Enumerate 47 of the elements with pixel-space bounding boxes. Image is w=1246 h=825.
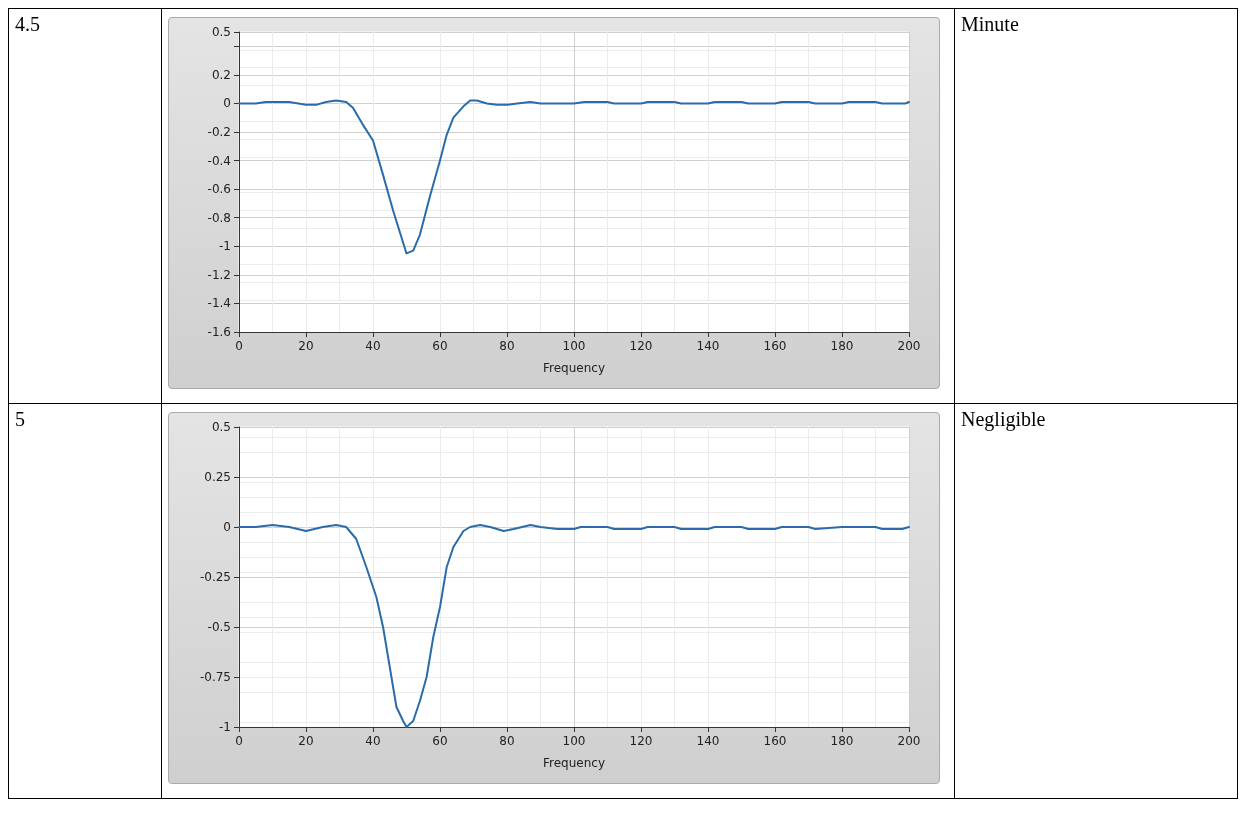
y-tick-label: 0.5: [211, 420, 231, 434]
x-tick-label: 80: [499, 339, 515, 353]
text: 5: [8, 403, 162, 799]
y-tick-label: -1: [219, 239, 231, 254]
y-tick-label: -1: [219, 720, 231, 734]
y-tick-label: 0.5: [211, 25, 231, 39]
y-tick-label: -0.6: [207, 182, 231, 197]
x-tick-label: 140: [696, 339, 720, 353]
y-tick-label: -0.25: [199, 570, 231, 584]
x-tick-label: 100: [562, 339, 586, 353]
x-tick-label: 180: [830, 339, 854, 353]
x-tick-label: 200: [897, 339, 921, 353]
x-tick-label: 40: [365, 339, 381, 353]
y-tick-label: 0.2: [211, 67, 231, 82]
x-tick-label: 40: [365, 734, 381, 748]
y-tick-label: -0.2: [207, 125, 231, 139]
y-tick-label: -0.8: [207, 210, 231, 225]
x-tick-label: 160: [763, 734, 787, 748]
y-tick-label: -1.4: [207, 296, 231, 311]
x-tick-label: 60: [432, 339, 448, 353]
x-tick-label: 120: [629, 339, 653, 353]
x-axis-title: Frequency: [543, 756, 605, 770]
x-tick-label: 0: [235, 734, 243, 748]
y-tick-label: -0.75: [199, 670, 231, 684]
y-tick-label: -0.4: [207, 153, 231, 168]
x-axis-title: Frequency: [543, 361, 605, 375]
x-tick-label: 80: [499, 734, 515, 748]
x-tick-label: 100: [562, 734, 586, 748]
y-tick-label: -0.5: [207, 620, 231, 634]
x-tick-label: 60: [432, 734, 448, 748]
text: 4.5: [8, 8, 162, 404]
text: Negligible: [954, 403, 1238, 799]
x-tick-label: 160: [763, 339, 787, 353]
x-tick-label: 120: [629, 734, 653, 748]
x-tick-label: 140: [696, 734, 720, 748]
y-tick-label: 0.25: [204, 470, 231, 484]
y-tick-label: 0: [223, 520, 231, 534]
x-tick-label: 200: [897, 734, 921, 748]
y-tick-label: -1.6: [207, 325, 231, 339]
y-tick-label: 0: [223, 96, 231, 111]
line-series: [238, 99, 910, 255]
x-tick-label: 20: [298, 734, 314, 748]
y-tick-label: -1.2: [207, 267, 231, 282]
text: Minute: [954, 8, 1238, 404]
x-tick-label: 0: [235, 339, 243, 353]
x-tick-label: 20: [298, 339, 314, 353]
x-tick-label: 180: [830, 734, 854, 748]
